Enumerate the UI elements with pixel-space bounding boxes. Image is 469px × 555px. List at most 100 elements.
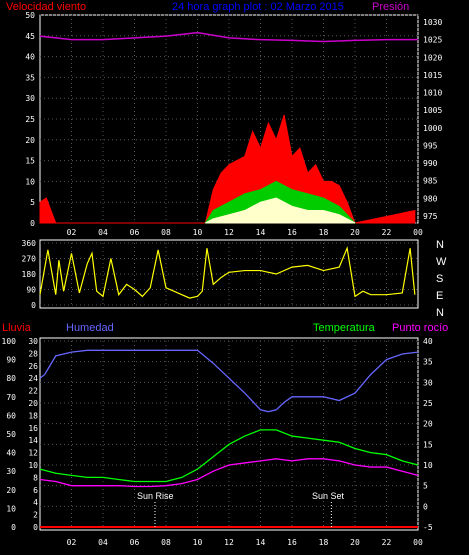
sunset-label: Sun Set — [312, 491, 345, 501]
direction-labels: N W S E N — [436, 239, 447, 319]
hum-x-tick-label: 00 — [413, 538, 423, 547]
hum-x-tick-label: 18 — [319, 538, 329, 547]
temperature-tick-label: 35 — [423, 358, 433, 367]
wind-x-tick-label: 16 — [287, 228, 297, 237]
wind-tick-label: 20 — [25, 136, 35, 145]
temperature-tick-label: 10 — [423, 461, 433, 470]
pressure-header: Presión — [372, 1, 409, 13]
pressure-tick-label: 1030 — [423, 18, 442, 27]
hum-x-tick-label: 04 — [98, 538, 108, 547]
wind-tick-label: 45 — [25, 32, 35, 41]
temperature-tick-label: 15 — [423, 440, 433, 449]
rain-tick-label: 6 — [33, 486, 38, 495]
wind-tick-label: 35 — [25, 73, 35, 82]
rain-header: Lluvia — [2, 322, 32, 334]
dir-tick-label: 360 — [22, 239, 37, 248]
temperature-tick-label: 40 — [423, 337, 433, 346]
humidity-tick-label: 90 — [6, 356, 16, 365]
rain-tick-label: 30 — [28, 337, 38, 346]
pressure-tick-label: 1010 — [423, 89, 442, 98]
wind-x-tick-label: 14 — [256, 228, 266, 237]
wind-tick-label: 10 — [25, 177, 35, 186]
wind-x-tick-label: 04 — [98, 228, 108, 237]
humidity-tick-label: 0 — [11, 523, 16, 532]
rain-tick-label: 28 — [28, 349, 38, 358]
wind-tick-label: 25 — [25, 115, 35, 124]
hum-x-tick-label: 22 — [382, 538, 392, 547]
hum-x-tick-label: 14 — [256, 538, 266, 547]
temperature-tick-label: 20 — [423, 420, 433, 429]
hum-x-tick-label: 08 — [161, 538, 171, 547]
hum-x-tick-label: 20 — [350, 538, 360, 547]
pressure-series — [39, 31, 418, 43]
rain-tick-label: 8 — [33, 473, 38, 482]
rain-tick-label: 2 — [33, 511, 38, 520]
pressure-tick-label: 980 — [423, 194, 438, 203]
wind-tick-label: 5 — [30, 198, 35, 207]
pressure-tick-label: 1025 — [423, 36, 442, 45]
wind-tick-label: 40 — [25, 53, 35, 62]
chart-title: 24 hora graph plot : 02 Marzo 2015 — [172, 1, 344, 13]
dir-label-n-bottom: N — [436, 307, 444, 319]
humidity-tick-label: 20 — [6, 486, 16, 495]
humidity-tick-label: 80 — [6, 374, 16, 383]
pressure-tick-label: 985 — [423, 177, 438, 186]
wind-x-tick-label: 22 — [382, 228, 392, 237]
dewpoint-line — [39, 458, 419, 488]
rain-tick-label: 22 — [28, 387, 38, 396]
rain-tick-label: 4 — [33, 498, 38, 507]
hum-x-tick-label: 16 — [287, 538, 297, 547]
pressure-tick-label: 1005 — [423, 106, 442, 115]
wind_min-area — [205, 197, 356, 224]
wind-x-tick-label: 18 — [319, 228, 329, 237]
dir-tick-label: 90 — [26, 286, 36, 295]
dir-label-s: S — [436, 273, 443, 285]
rain-tick-label: 10 — [28, 461, 38, 470]
pressure-tick-label: 1000 — [423, 124, 442, 133]
humidity-tick-label: 70 — [6, 393, 16, 402]
humidity-tick-label: 30 — [6, 467, 16, 476]
rain-tick-label: 14 — [28, 436, 38, 445]
pressure-line — [39, 31, 418, 43]
sunrise-label: Sun Rise — [137, 491, 174, 501]
wind-x-tick-label: 06 — [130, 228, 140, 237]
pressure-tick-label: 1020 — [423, 53, 442, 62]
humidity-tick-label: 40 — [6, 449, 16, 458]
wind-tick-label: 50 — [25, 11, 35, 20]
wind_gust-area — [39, 114, 416, 224]
wind-x-tick-label: 10 — [193, 228, 203, 237]
wind-x-tick-label: 02 — [67, 228, 77, 237]
hum-x-tick-label: 12 — [224, 538, 234, 547]
tick-labels: 0510152025303540455097598098599099510001… — [2, 11, 443, 547]
hum-x-tick-label: 02 — [67, 538, 77, 547]
dir-tick-label: 270 — [22, 255, 37, 264]
rain-tick-label: 26 — [28, 362, 38, 371]
direction-line — [39, 245, 416, 299]
grid-lines — [40, 14, 419, 528]
direction-series — [39, 245, 416, 299]
temperature-tick-label: 25 — [423, 399, 433, 408]
pressure-tick-label: 1015 — [423, 71, 442, 80]
humidity-line — [39, 349, 419, 413]
wind-tick-label: 0 — [30, 219, 35, 228]
temperature-tick-label: -5 — [423, 523, 433, 532]
wind-series — [39, 114, 416, 224]
dir-label-w: W — [436, 256, 447, 268]
pressure-tick-label: 995 — [423, 141, 438, 150]
wind-x-tick-label: 08 — [161, 228, 171, 237]
wind-tick-label: 30 — [25, 94, 35, 103]
temperature-tick-label: 30 — [423, 378, 433, 387]
humidity-tick-label: 60 — [6, 411, 16, 420]
pressure-tick-label: 975 — [423, 212, 438, 221]
rain-tick-label: 16 — [28, 424, 38, 433]
hum-x-tick-label: 10 — [193, 538, 203, 547]
humidity-tick-label: 10 — [6, 504, 16, 513]
humidity-series — [39, 349, 419, 528]
wind-speed-header: Velocidad viento — [6, 1, 86, 13]
temperature-header: Temperatura — [313, 322, 376, 334]
dir-label-n-top: N — [436, 239, 444, 251]
humidity-tick-label: 50 — [6, 430, 16, 439]
dewpoint-header: Punto rocío — [392, 322, 448, 334]
rain-tick-label: 0 — [33, 523, 38, 532]
